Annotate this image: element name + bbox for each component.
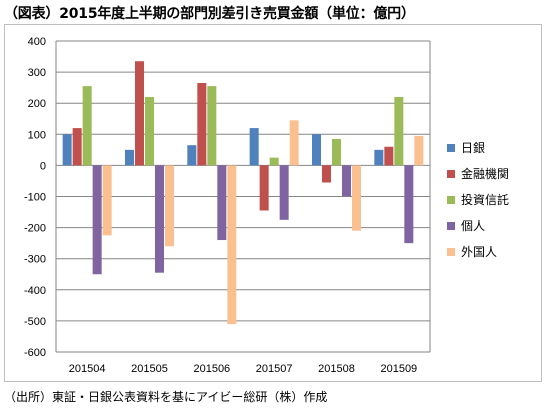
x-tick-label: 201506 <box>193 363 230 375</box>
legend-label: 日銀 <box>461 141 485 155</box>
bar-201506-4 <box>227 165 237 325</box>
y-tick-label: 0 <box>40 160 46 172</box>
bar-201504-2 <box>82 86 92 166</box>
bar-chart: 400 300 200 100 0 -100 -200 -300 -400 -500 -600 201… <box>24 36 509 375</box>
bar-201507-2 <box>269 157 279 166</box>
y-tick-label: 300 <box>28 67 46 79</box>
bar-201507-0 <box>249 128 259 166</box>
y-tick-label: 200 <box>28 98 46 110</box>
bar-201508-4 <box>352 165 361 231</box>
y-tick-label: 100 <box>28 129 46 141</box>
x-tick-label: 201507 <box>256 363 293 375</box>
x-tick-label: 201504 <box>69 363 106 375</box>
bar-201504-1 <box>72 128 82 166</box>
bar-201507-3 <box>279 165 289 220</box>
bar-201507-4 <box>289 120 299 166</box>
bar-201509-4 <box>414 135 424 166</box>
legend-swatch <box>447 248 455 256</box>
x-tick-label: 201508 <box>318 363 355 375</box>
y-tick-label: -400 <box>24 285 46 297</box>
legend-label: 投資信託 <box>461 192 509 207</box>
x-tick-label: 201509 <box>380 363 417 375</box>
y-tick-label: -200 <box>24 223 46 235</box>
bar-201505-3 <box>155 165 164 273</box>
bar-201504-4 <box>102 165 112 236</box>
bar-201509-3 <box>404 165 414 244</box>
legend-swatch <box>447 170 455 178</box>
y-tick-label: 400 <box>28 36 46 48</box>
bar-201505-2 <box>145 96 154 166</box>
legend-label: 金融機関 <box>461 166 509 181</box>
bar-201508-0 <box>312 134 321 166</box>
bar-201507-1 <box>259 165 269 211</box>
source-note: （出所）東証・日銀公表資料を基にアイビー総研（株）作成 <box>4 390 328 404</box>
x-tick-label: 201505 <box>131 363 168 375</box>
bar-201505-4 <box>165 165 174 247</box>
bar-201506-1 <box>197 82 207 166</box>
legend-label: 外国人 <box>461 245 497 259</box>
bar-201508-3 <box>342 165 351 197</box>
legend-swatch <box>447 144 455 152</box>
chart-area <box>4 24 542 382</box>
bar-201509-2 <box>394 96 404 166</box>
bar-201506-3 <box>217 165 227 241</box>
bar-201509-0 <box>374 149 384 166</box>
bar-201505-1 <box>135 61 144 166</box>
bar-201505-0 <box>125 149 134 166</box>
chart-title: （図表）2015年度上半期の部門別差引き売買金額（単位：億円） <box>4 6 415 22</box>
bar-201506-2 <box>207 86 217 166</box>
bar-201504-0 <box>62 134 72 166</box>
bar-201509-1 <box>384 146 394 166</box>
legend-swatch <box>447 196 455 204</box>
y-tick-label: -500 <box>24 316 46 328</box>
bar-201504-3 <box>92 165 102 275</box>
legend-swatch <box>447 222 455 230</box>
y-tick-label: -100 <box>24 192 46 204</box>
bar-201506-0 <box>187 145 197 166</box>
bar-201508-2 <box>332 138 341 166</box>
legend-label: 個人 <box>461 219 485 233</box>
y-tick-label: -300 <box>24 254 46 266</box>
y-tick-label: -600 <box>24 347 46 359</box>
bar-201508-1 <box>322 165 331 183</box>
